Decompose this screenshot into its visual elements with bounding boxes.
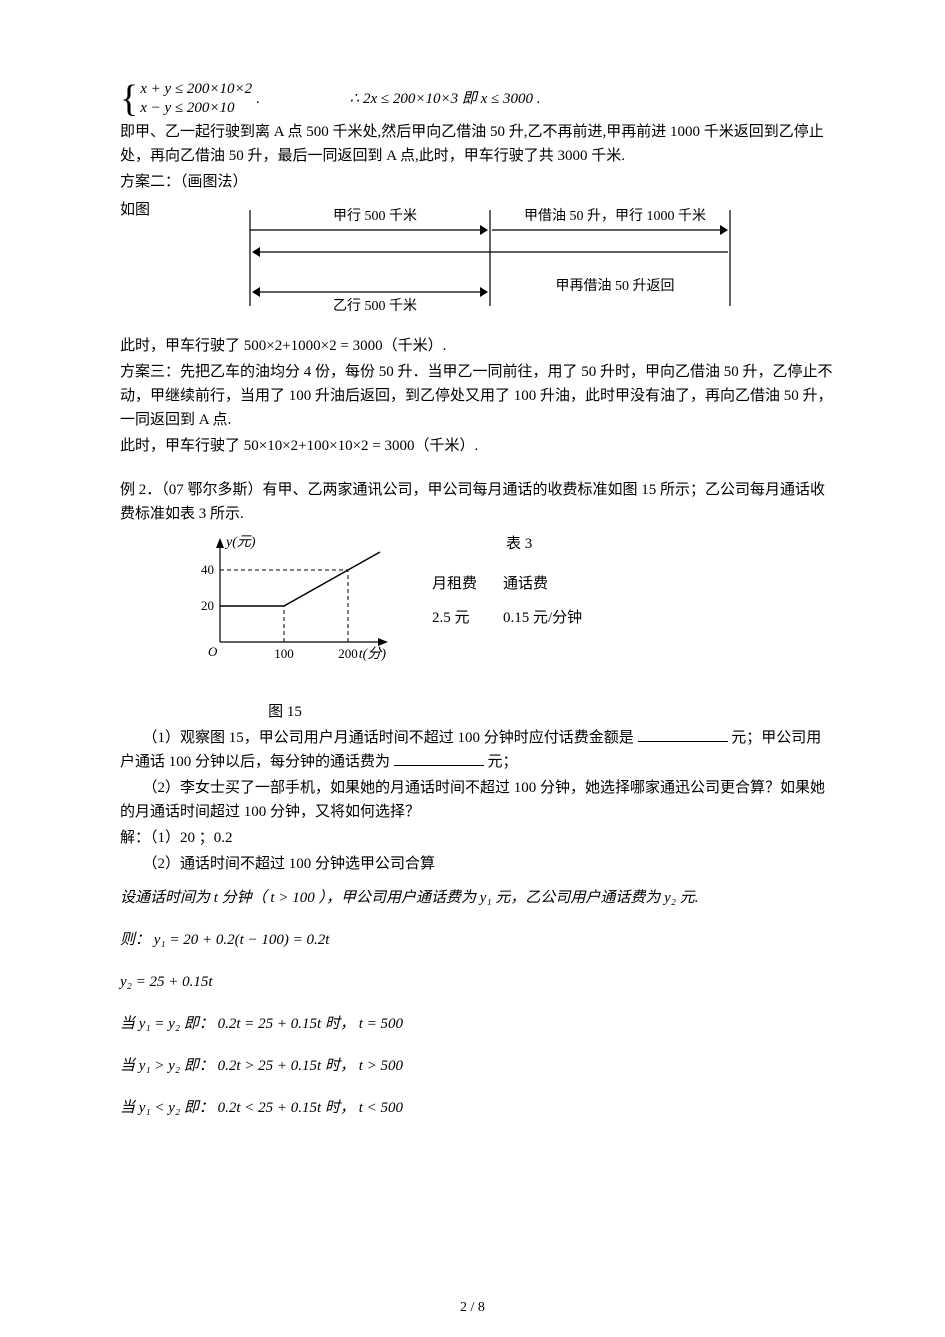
sys-period: . [252, 87, 260, 111]
paragraph-2: 此时，甲车行驶了 500×2+1000×2 = 3000（千米）. [120, 334, 835, 358]
svg-text:20: 20 [201, 598, 214, 613]
svg-text:乙行 500 千米: 乙行 500 千米 [333, 298, 417, 314]
line-chart: 20 40 100 200 Oy(元) t(分) [180, 532, 390, 692]
inequality-system-row: { x + y ≤ 200×10×2 x − y ≤ 200×10 . ∴ 2x… [120, 80, 835, 118]
q1a: （1）观察图 15，甲公司用户月通话时间不超过 100 分钟时应付话费金额是 [143, 730, 634, 746]
answer-8: 当 y₁ < y₂ 即： 0.2t < 25 + 0.15t 时， t < 50… [120, 1096, 835, 1120]
answer-4: 则： y₁ = 20 + 0.2(t − 100) = 0.2t [120, 928, 835, 952]
plan2-asfig: 如图 [120, 198, 150, 222]
svg-text:甲借油 50 升，甲行 1000 千米: 甲借油 50 升，甲行 1000 千米 [524, 208, 706, 224]
table3-r0c1: 0.15 元/分钟 [503, 602, 606, 634]
page: { x + y ≤ 200×10×2 x − y ≤ 200×10 . ∴ 2x… [0, 0, 945, 1337]
table3-title: 表 3 [430, 532, 608, 556]
svg-text:y(元): y(元) [224, 535, 256, 550]
page-footer: 2 / 8 [0, 1297, 945, 1319]
table3: 表 3 月租费 通话费 2.5 元 0.15 元/分钟 [430, 532, 608, 636]
svg-text:200: 200 [338, 646, 358, 661]
plan3-text: 方案三：先把乙车的油均分 4 份，每份 50 升．当甲乙一同前往，用了 50 升… [120, 360, 835, 432]
system-equations: x + y ≤ 200×10×2 x − y ≤ 200×10 [140, 80, 252, 118]
svg-text:t(分): t(分) [359, 646, 387, 662]
answer-2: （2）通话时间不超过 100 分钟选甲公司合算 [120, 852, 835, 876]
svg-text:100: 100 [274, 646, 294, 661]
example2-figure-row: 20 40 100 200 Oy(元) t(分) 图 15 表 3 月租费 通话费 2.5… [120, 532, 835, 724]
sys-line-2: x − y ≤ 200×10 [140, 100, 234, 116]
svg-text:40: 40 [201, 562, 214, 577]
blank-1 [638, 726, 728, 742]
q1c: 元； [488, 754, 518, 770]
table3-h1: 通话费 [503, 568, 606, 600]
table-row: 月租费 通话费 [432, 568, 606, 600]
brace-block: { x + y ≤ 200×10×2 x − y ≤ 200×10 . [120, 80, 260, 118]
travel-diagram: 甲行 500 千米 甲借油 50 升，甲行 1000 千米乙行 500 千米 甲再借… [240, 198, 740, 326]
answer-1: 解：（1）20 ；0.2 [120, 826, 835, 850]
question-2: （2）李女士买了一部手机，如果她的月通话时间不超过 100 分钟，她选择哪家通迅… [120, 776, 835, 824]
paragraph-1: 即甲、乙一起行驶到离 A 点 500 千米处,然后甲向乙借油 50 升,乙不再前… [120, 120, 835, 168]
chart-container: 20 40 100 200 Oy(元) t(分) 图 15 [180, 532, 390, 724]
blank-2 [394, 750, 484, 766]
travel-diagram-svg: 甲行 500 千米 甲借油 50 升，甲行 1000 千米乙行 500 千米 甲再借… [240, 198, 740, 318]
chart-caption: 图 15 [180, 700, 390, 724]
answer-7: 当 y₁ > y₂ 即： 0.2t > 25 + 0.15t 时， t > 50… [120, 1054, 835, 1078]
svg-text:O: O [208, 644, 218, 659]
svg-text:甲行 500 千米: 甲行 500 千米 [333, 208, 417, 224]
table3-r0c0: 2.5 元 [432, 602, 501, 634]
example2-intro: 例 2．（07 鄂尔多斯）有甲、乙两家通讯公司，甲公司每月通话的收费标准如图 1… [120, 478, 835, 526]
paragraph-3: 此时，甲车行驶了 50×10×2+100×10×2 = 3000（千米）. [120, 434, 835, 458]
table3-h0: 月租费 [432, 568, 501, 600]
sys-line-1: x + y ≤ 200×10×2 [140, 81, 252, 97]
svg-text:甲再借油 50 升返回: 甲再借油 50 升返回 [556, 278, 675, 294]
answer-3: 设通话时间为 t 分钟（ t > 100 ），甲公司用户通话费为 y₁ 元，乙公… [120, 886, 835, 910]
table3-table: 月租费 通话费 2.5 元 0.15 元/分钟 [430, 566, 608, 636]
answer-6: 当 y₁ = y₂ 即： 0.2t = 25 + 0.15t 时， t = 50… [120, 1012, 835, 1036]
answer-5: y₂ = 25 + 0.15t [120, 970, 835, 994]
table-row: 2.5 元 0.15 元/分钟 [432, 602, 606, 634]
therefore-result: ∴ 2x ≤ 200×10×3 即 x ≤ 3000 . [350, 87, 541, 111]
question-1: （1）观察图 15，甲公司用户月通话时间不超过 100 分钟时应付话费金额是 元… [120, 726, 835, 774]
plan2-title: 方案二：（画图法） [120, 170, 835, 194]
left-brace-icon: { [120, 80, 138, 118]
